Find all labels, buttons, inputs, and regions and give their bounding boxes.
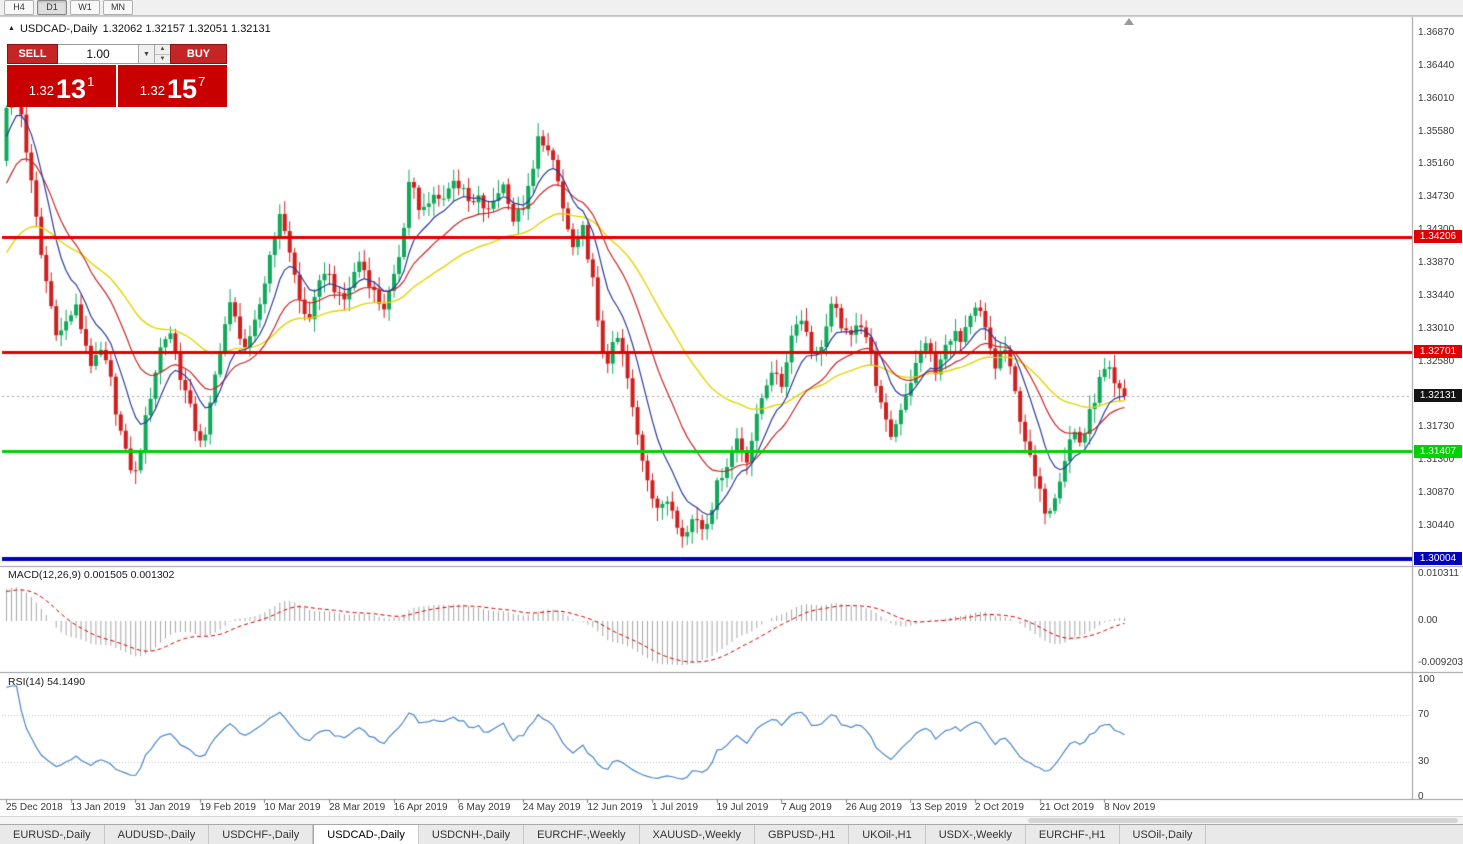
time-axis-label: 13 Jan 2019 [70, 802, 126, 813]
price-axis-label: 1.32580 [1418, 355, 1455, 367]
price-axis-label: 1.36440 [1418, 59, 1455, 71]
time-axis-label: 28 Mar 2019 [328, 802, 386, 813]
tab-eurchf-h1[interactable]: EURCHF-,H1 [1025, 825, 1120, 844]
rsi-axis-label: 100 [1418, 674, 1435, 685]
time-axis-label: 12 Jun 2019 [587, 802, 643, 813]
tab-gbpusd-h1[interactable]: GBPUSD-,H1 [754, 825, 850, 844]
time-axis-label: 19 Feb 2019 [199, 802, 256, 813]
price-axis-label: 1.34730 [1418, 190, 1455, 202]
chart-symbol-label: USDCAD-,Daily [19, 23, 98, 35]
price-axis-label: 1.31300 [1418, 453, 1455, 465]
time-axis-label: 26 Aug 2019 [845, 802, 902, 813]
price-axis-label: 1.31730 [1418, 420, 1455, 432]
one-click-trade-panel: SELL 1.00 ▼ ▲ ▼ BUY 1.32 13 1 1.32 15 7 [7, 44, 227, 107]
chart-tab-bar: EURUSD-,Daily AUDUSD-,Daily USDCHF-,Daily U… [0, 824, 1463, 844]
time-axis-label: 19 Jul 2019 [716, 802, 769, 813]
price-axis-label: 1.33010 [1418, 322, 1455, 334]
volume-up-icon[interactable]: ▲ [155, 45, 170, 55]
price-axis-label: 1.35160 [1418, 158, 1455, 169]
time-axis-label: 31 Jan 2019 [135, 802, 191, 813]
price-axis-label: 1.36010 [1418, 92, 1455, 104]
time-axis-label: 21 Oct 2019 [1039, 802, 1095, 813]
level-badge-1-34206: 1.34206 [1414, 230, 1462, 244]
tab-eurchf-weekly[interactable]: EURCHF-,Weekly [524, 825, 640, 844]
level-badge-1-32701: 1.32701 [1414, 345, 1462, 359]
horizontal-scrollbar-thumb[interactable] [1028, 818, 1458, 823]
chart-shift-marker[interactable] [1124, 18, 1134, 25]
volume-stepper[interactable]: ▲ ▼ [154, 45, 170, 63]
volume-input[interactable]: 1.00 ▼ ▲ ▼ [58, 44, 170, 64]
buy-price-prefix: 1.32 [139, 83, 166, 98]
buy-price-pip-digit: 7 [198, 74, 206, 89]
tab-usdcnh-daily[interactable]: USDCNH-,Daily [418, 825, 525, 844]
macd-axis-label: 0.010311 [1418, 568, 1459, 579]
time-axis-label: 1 Jul 2019 [651, 802, 699, 813]
timeframe-button-w1[interactable]: W1 [70, 0, 100, 15]
sell-price-big-digits: 13 [56, 74, 87, 104]
timeframe-button-h4[interactable]: H4 [4, 0, 34, 15]
price-axis-label: 1.30870 [1418, 486, 1455, 498]
chart-title-line: ▲ USDCAD-,Daily 1.32062 1.32157 1.32051 … [8, 23, 271, 35]
timeframe-button-d1[interactable]: D1 [37, 0, 67, 15]
sell-price-prefix: 1.32 [28, 83, 55, 98]
macd-axis-label: 0.00 [1418, 615, 1438, 626]
tab-usdchf-daily[interactable]: USDCHF-,Daily [209, 825, 314, 844]
price-axis-label: 1.33440 [1418, 289, 1455, 301]
timeframe-toolbar: H4 D1 W1 MN [0, 0, 1463, 16]
tab-audusd-daily[interactable]: AUDUSD-,Daily [104, 825, 210, 844]
macd-axis-label: -0.009203 [1418, 656, 1463, 668]
chart-ohlc-values: 1.32062 1.32157 1.32051 1.32131 [102, 23, 271, 35]
time-axis-label: 6 May 2019 [458, 802, 511, 813]
price-axis-label: 1.30440 [1418, 519, 1455, 531]
level-badge-1-31407: 1.31407 [1414, 444, 1462, 458]
volume-dropdown-icon[interactable]: ▼ [138, 45, 154, 63]
price-axis-label: 1.36870 [1418, 27, 1455, 38]
time-axis-label: 13 Sep 2019 [910, 802, 968, 813]
rsi-axis-label: 0 [1418, 791, 1424, 802]
volume-value[interactable]: 1.00 [86, 47, 110, 61]
tab-xauusd-weekly[interactable]: XAUUSD-,Weekly [639, 825, 755, 844]
sell-button[interactable]: SELL [7, 44, 58, 64]
macd-indicator-label: MACD(12,26,9) 0.001505 0.001302 [8, 569, 175, 581]
rsi-indicator-label: RSI(14) 54.1490 [8, 676, 86, 688]
volume-down-icon[interactable]: ▼ [159, 55, 166, 62]
one-click-collapse-icon[interactable]: ▲ [8, 25, 15, 32]
chart-canvas[interactable] [0, 0, 1463, 824]
buy-price-display[interactable]: 1.32 15 7 [118, 65, 227, 107]
time-axis-label: 7 Aug 2019 [781, 802, 832, 813]
level-badge-1-30004: 1.30004 [1414, 552, 1462, 565]
time-axis-label: 8 Nov 2019 [1104, 802, 1156, 813]
tab-usoil-daily[interactable]: USOil-,Daily [1119, 825, 1207, 844]
rsi-axis-label: 70 [1418, 709, 1430, 721]
timeframe-button-mn[interactable]: MN [103, 0, 133, 15]
rsi-axis-label: 30 [1418, 755, 1430, 767]
tab-eurusd-daily[interactable]: EURUSD-,Daily [0, 825, 105, 844]
price-axis-label: 1.33870 [1418, 256, 1455, 268]
time-axis-label: 25 Dec 2018 [6, 802, 63, 813]
time-axis-label: 2 Oct 2019 [974, 802, 1024, 813]
sell-price-pip-digit: 1 [87, 74, 95, 89]
buy-button[interactable]: BUY [170, 44, 227, 64]
price-axis-label: 1.34300 [1418, 224, 1454, 235]
current-price-badge: 1.32131 [1414, 389, 1462, 403]
tab-ukoil-h1[interactable]: UKOil-,H1 [849, 825, 926, 844]
tab-usdcad-daily[interactable]: USDCAD-,Daily [313, 825, 419, 844]
time-axis-label: 24 May 2019 [522, 802, 581, 813]
time-axis-label: 10 Mar 2019 [264, 802, 321, 813]
time-axis-label: 16 Apr 2019 [393, 802, 448, 813]
price-axis-label: 1.35580 [1418, 125, 1455, 137]
buy-price-big-digits: 15 [167, 74, 198, 104]
horizontal-scrollbar[interactable] [0, 816, 1463, 824]
sell-price-display[interactable]: 1.32 13 1 [7, 65, 116, 107]
tab-usdx-weekly[interactable]: USDX-,Weekly [925, 825, 1026, 844]
